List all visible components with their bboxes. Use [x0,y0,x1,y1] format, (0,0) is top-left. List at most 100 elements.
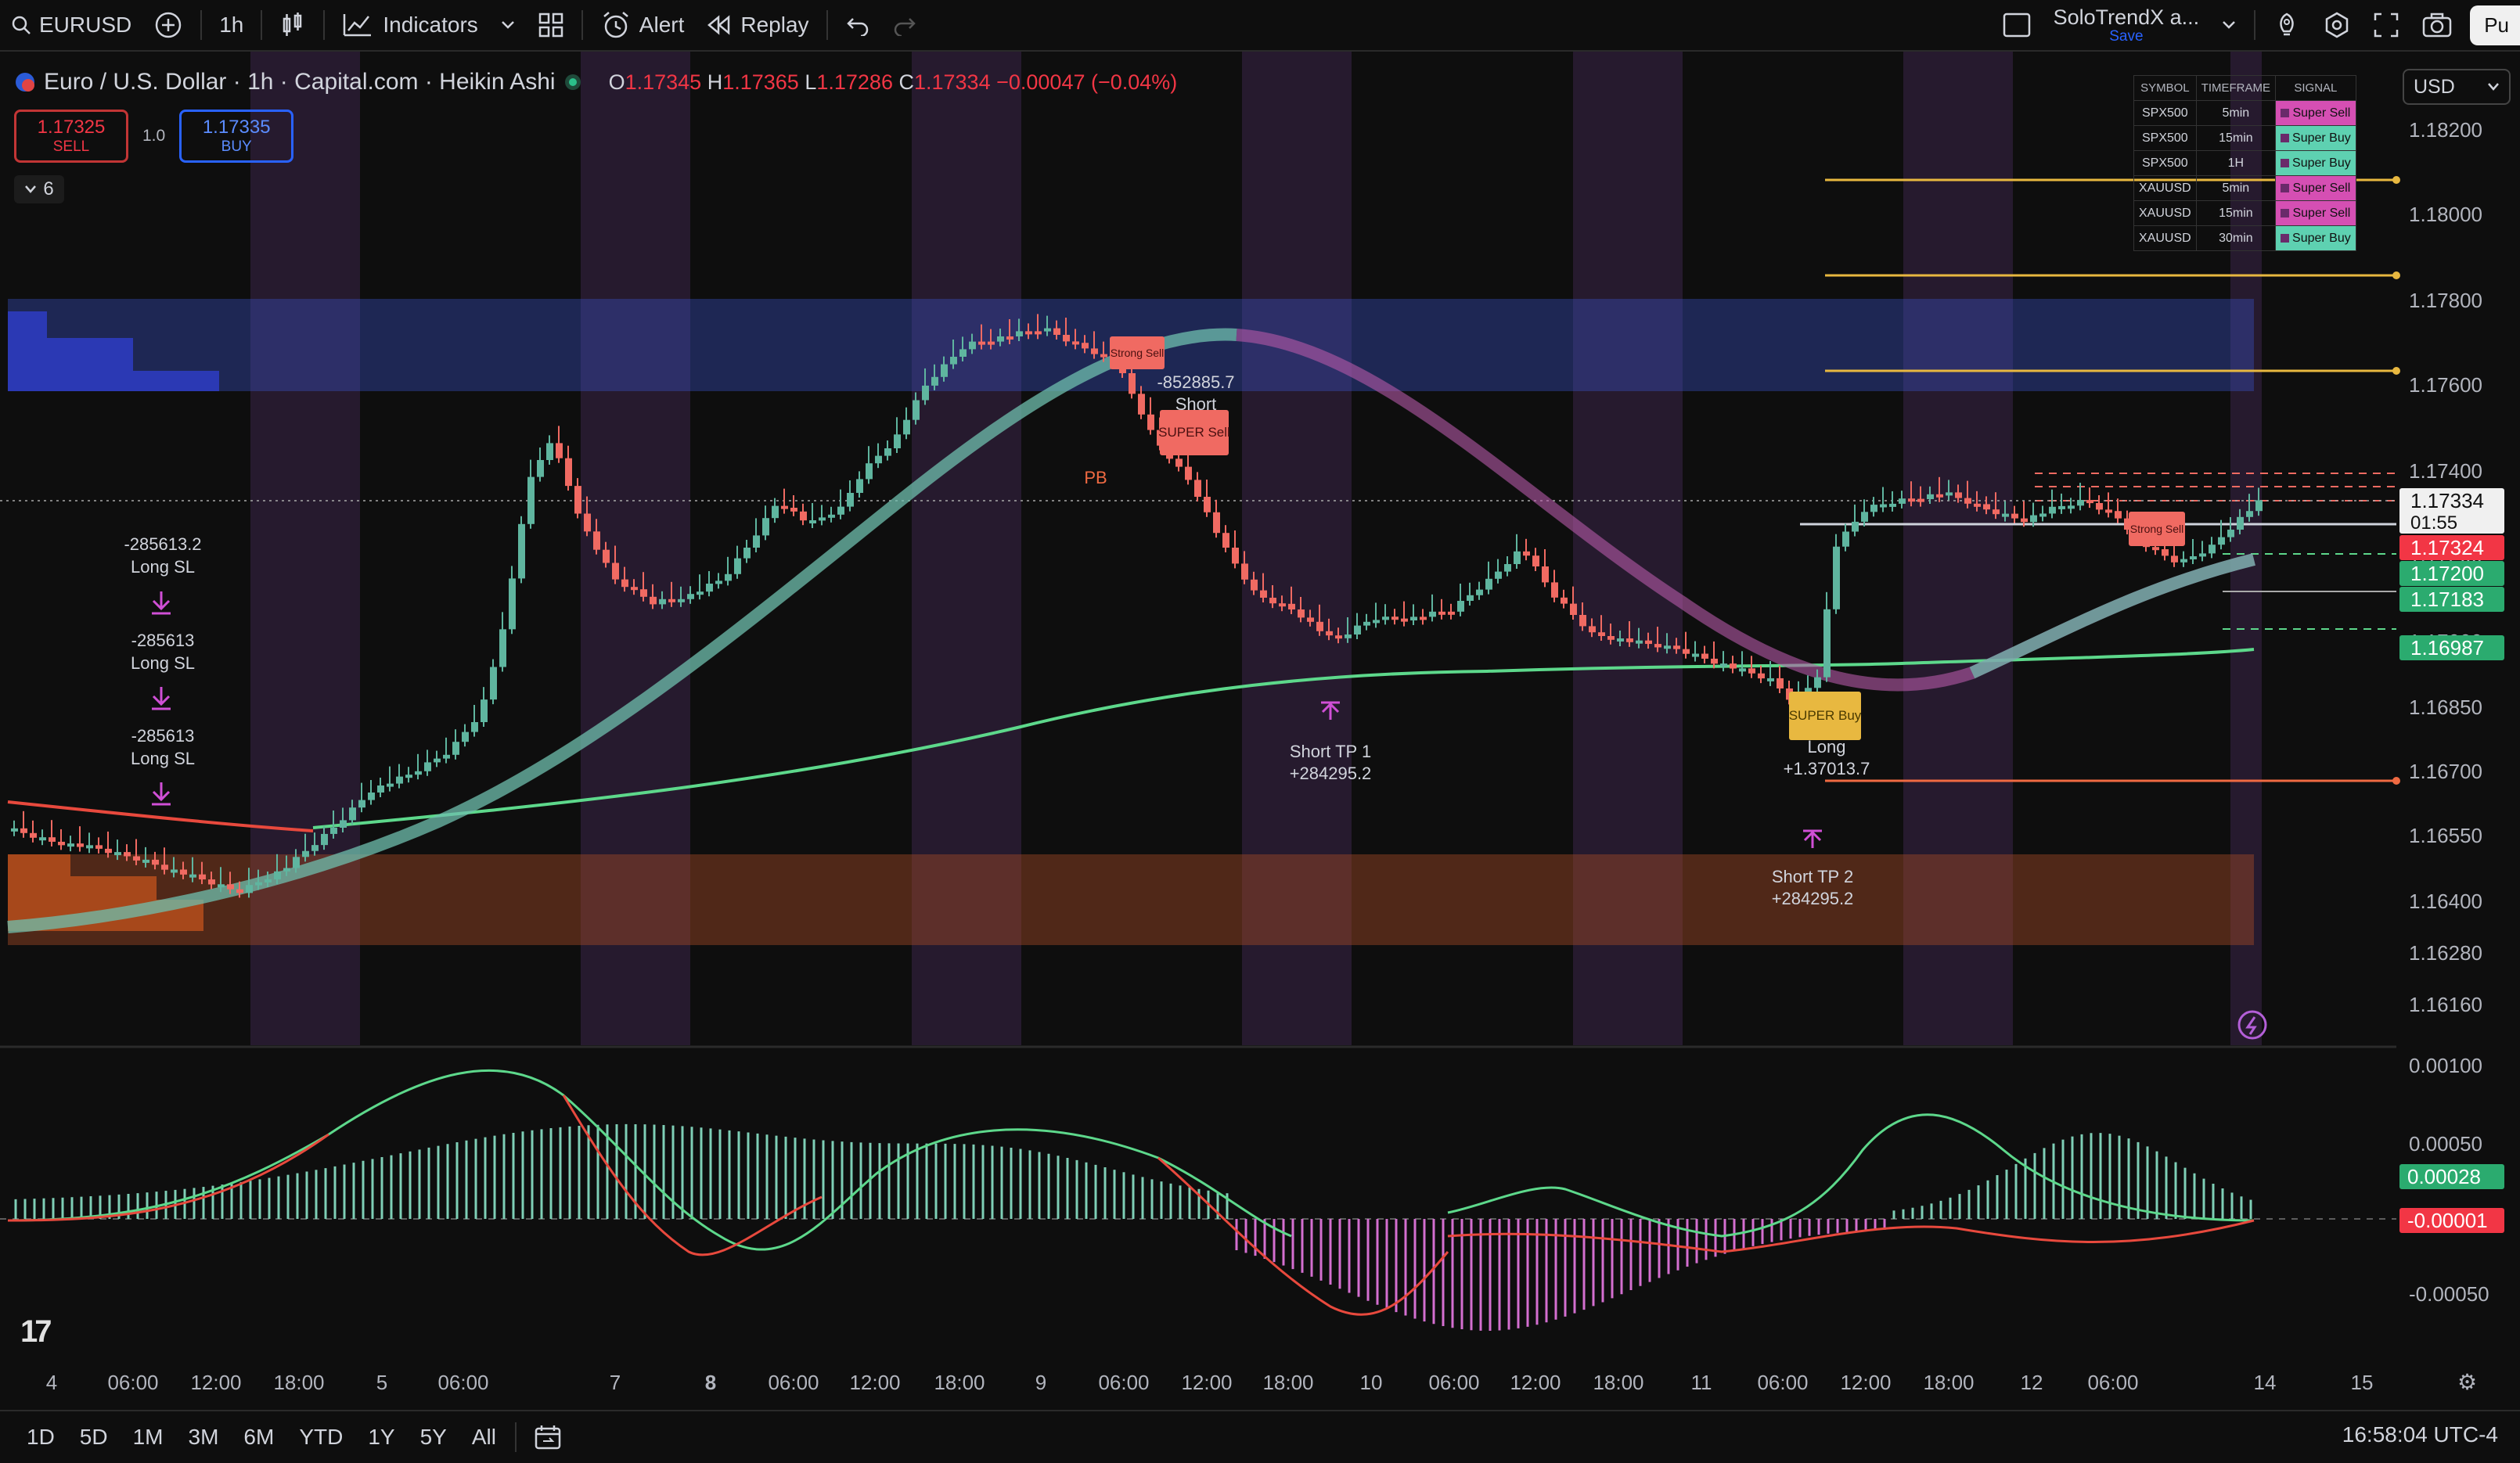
indicators-button[interactable]: Indicators [331,0,488,50]
trade-quantity[interactable]: 1.0 [142,127,166,145]
price-chart[interactable]: -285613.2 Long SL -285613 Long SL -28561… [0,52,2520,1410]
candle-body [772,505,779,519]
goto-date-button[interactable] [523,1412,573,1462]
layout-dropdown[interactable] [2210,0,2248,50]
candle-body [1495,571,1502,579]
timeframe-button-all[interactable]: All [471,1425,496,1449]
candle-body [1288,603,1295,609]
indicator-count: 6 [43,178,54,200]
timeframe-button-ytd[interactable]: YTD [299,1425,344,1449]
candles-icon [283,13,302,36]
badge-box [1110,336,1165,369]
interval-button[interactable]: 1h [219,13,244,37]
timeframe-button-1d[interactable]: 1D [27,1425,55,1449]
undo-button[interactable] [834,0,881,50]
redo-button[interactable] [881,0,928,50]
clock[interactable]: 16:58:04 UTC-4 [2342,1422,2498,1447]
timeframe-button-1y[interactable]: 1Y [368,1425,395,1449]
candle-body [1363,621,1370,626]
time-tick: 18:00 [1262,1371,1313,1394]
time-tick: 06:00 [1098,1371,1149,1394]
candle-body [1204,497,1211,512]
snapshot-button[interactable] [2410,0,2464,50]
candle-body [1964,498,1971,504]
candle-body [1326,631,1333,636]
candle-body [950,357,957,365]
candle-body [2152,547,2159,551]
candle-body [236,889,243,893]
layout-checkbox[interactable] [1991,0,2043,50]
indicator-collapse-button[interactable]: 6 [14,175,64,203]
candle-body [321,833,328,846]
alert-button[interactable]: Alert [589,0,696,50]
ohlc-close: 1.17334 [913,70,991,94]
signal-text: Super Buy [2292,156,2351,170]
signal-row: XAUUSD 15min Super Sell [2133,200,2356,226]
ohlc-low: 1.17286 [816,70,893,94]
timeframe-button-5d[interactable]: 5D [79,1425,108,1449]
candle-body [1514,551,1521,564]
price-tag [2399,488,2504,534]
ohlc-c-label: C [898,70,914,94]
price-tick: 1.17400 [2409,459,2482,483]
candle-body [1213,512,1220,534]
candle-body [518,523,525,579]
candle-body [114,852,121,856]
price-axis[interactable]: 1.18200 1.18000 1.17800 1.17600 1.17400 1.172… [2399,118,2504,1394]
candle-body [1711,658,1718,664]
candle-body [218,884,225,888]
chart-type-button[interactable] [268,0,317,50]
timeframe-button-3m[interactable]: 3M [188,1425,219,1449]
ohlc-values: O1.17345 H1.17365 L1.17286 C1.17334 −0.0… [609,70,1178,95]
lightning-icon[interactable] [2237,1010,2267,1040]
publish-button[interactable]: Pu [2470,5,2520,45]
tradingview-logo[interactable]: 17 [20,1314,52,1349]
divider [323,10,326,40]
candle-body [1683,649,1690,654]
indicators-dropdown[interactable] [489,0,527,50]
osc-tag [2399,1208,2504,1233]
quick-search-button[interactable] [2262,0,2312,50]
candle-body [274,871,281,879]
candle-body [2086,500,2093,504]
timeframe-button-1m[interactable]: 1M [132,1425,164,1449]
settings-button[interactable] [2312,0,2362,50]
candle-body [1072,341,1079,345]
symbol-search[interactable]: EURUSD [0,0,142,50]
signal-value: Super Sell [2275,175,2356,201]
currency-select[interactable]: USD [2403,69,2511,105]
replay-button[interactable]: Replay [695,0,819,50]
axis-settings-icon[interactable]: ⚙ [2457,1370,2477,1394]
osc-tick: 0.00050 [2409,1132,2482,1156]
pullback-label: PB [1084,468,1107,487]
signal-value: Super Sell [2275,200,2356,226]
candle-body [1927,494,1934,499]
market-status-icon[interactable] [563,73,582,92]
price-tag [2399,561,2504,586]
sell-button[interactable]: 1.17325 SELL [14,110,128,163]
layouts-button[interactable] [527,0,575,50]
layout-save[interactable]: SoloTrendX a... Save [2054,5,2200,45]
candle-body [2199,553,2206,557]
time-axis[interactable]: 4 06:00 12:00 18:00 5 06:00 7 8 06:00 12:00 18:00 9… [46,1371,2374,1394]
time-tick: 9 [1035,1371,1046,1394]
candle-body [1391,616,1399,620]
timeframe-button-5y[interactable]: 5Y [419,1425,447,1449]
signal-timeframe: 15min [2195,125,2277,151]
candle-body [311,845,319,851]
timeframe-button-6m[interactable]: 6M [243,1425,275,1449]
candle-body [612,563,619,580]
candle-body [415,771,422,775]
candle-body [687,594,694,599]
candle-body [2218,537,2225,545]
buy-button[interactable]: 1.17335 BUY [179,110,294,163]
candle-body [959,349,967,357]
candle-body [396,776,403,784]
compare-button[interactable] [142,0,194,50]
signal-timeframe: 1H [2195,150,2277,176]
time-tick: 06:00 [1428,1371,1479,1394]
signal-row: SPX500 15min Super Buy [2133,125,2356,151]
candle-body [1636,640,1643,644]
fullscreen-button[interactable] [2362,0,2410,50]
candle-body [358,800,365,808]
